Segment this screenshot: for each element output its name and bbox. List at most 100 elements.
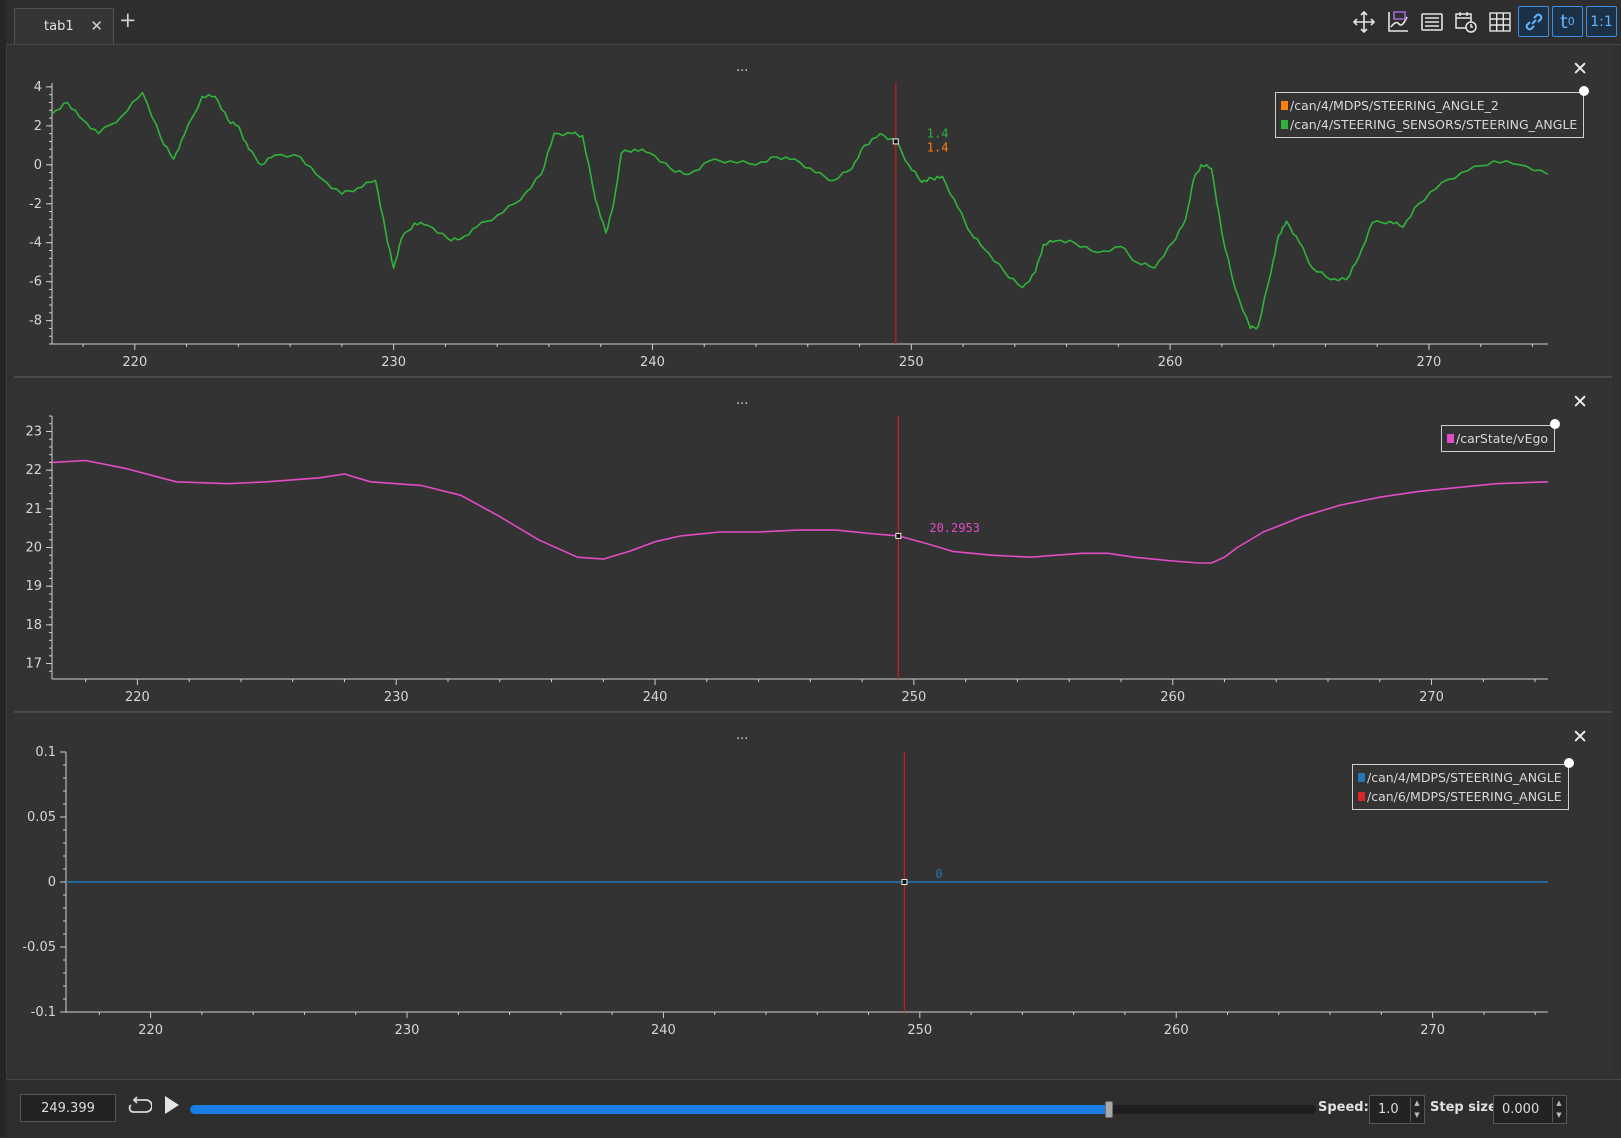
move-icon[interactable] (1348, 6, 1379, 37)
tab-tab1[interactable]: tab1 ✕ (14, 8, 114, 44)
x-tick-label: 240 (651, 1023, 676, 1038)
plot-menu-button[interactable]: ... (736, 393, 749, 408)
chart-steering-angle[interactable]: 4 2 0 -2 -4 -6 -8 220 230 240 250 260 270 1.41.4 (14, 46, 1612, 376)
y-tick-label: 21 (25, 502, 42, 517)
speed-label: Speed: (1318, 1100, 1369, 1115)
playback-slider-fill (190, 1105, 1110, 1114)
x-tick-label: 220 (122, 355, 147, 370)
play-icon[interactable] (164, 1095, 180, 1119)
y-tick-label: -0.05 (22, 940, 56, 955)
playback-slider-handle[interactable] (1105, 1101, 1114, 1118)
legend-item[interactable]: /can/4/STEERING_SENSORS/STEERING_ANGLE (1281, 115, 1577, 134)
x-tick-label: 220 (125, 690, 150, 705)
step-size-value: 0.000 (1502, 1102, 1540, 1117)
one-to-one-icon[interactable]: 1:1 (1586, 6, 1617, 37)
left-dock-strip (0, 0, 7, 1137)
x-tick-label: 250 (899, 355, 924, 370)
x-tick-label: 270 (1417, 355, 1442, 370)
legend-swatch (1447, 434, 1454, 443)
x-tick-label: 230 (381, 355, 406, 370)
add-tab-button[interactable]: + (119, 8, 137, 32)
x-tick-label: 230 (395, 1023, 420, 1038)
close-icon[interactable]: ✕ (90, 17, 103, 35)
speed-spin-arrows[interactable]: ▲ ▼ (1410, 1097, 1423, 1122)
close-icon[interactable]: ✕ (1572, 58, 1588, 80)
y-tick-label: 23 (25, 424, 42, 439)
close-icon[interactable]: ✕ (1572, 726, 1588, 748)
zoom-out-icon[interactable] (1382, 6, 1413, 37)
tracker-value: 1.4 (927, 140, 949, 154)
plot-menu-button[interactable]: ... (736, 60, 749, 75)
legend-item[interactable]: /can/4/MDPS/STEERING_ANGLE (1358, 768, 1562, 787)
legend-swatch (1281, 120, 1288, 129)
t-zero-text: t (1560, 10, 1568, 33)
y-tick-label: 2 (34, 119, 42, 134)
grid-icon[interactable] (1484, 6, 1515, 37)
y-tick-label: 18 (25, 618, 42, 633)
legend-label: /can/4/MDPS/STEERING_ANGLE (1367, 770, 1562, 785)
spin-up-icon[interactable]: ▲ (1414, 1099, 1420, 1107)
y-tick-label: -0.1 (31, 1005, 56, 1020)
x-tick-label: 270 (1420, 1023, 1445, 1038)
playback-slider[interactable] (190, 1101, 1316, 1118)
chart-mdps-steering-angle[interactable]: 0.1 0.05 0 -0.05 -0.1 220 230 240 250 260 270 0 (14, 714, 1612, 1076)
legend-drag-handle[interactable] (1550, 419, 1561, 429)
legend-item[interactable]: /carState/vEgo (1447, 429, 1548, 448)
chart-vego[interactable]: 23 22 21 20 19 18 17 220 230 240 250 260 270 20.2953 (14, 379, 1612, 711)
legend[interactable]: /carState/vEgo (1441, 419, 1561, 452)
y-tick-label: 0 (48, 875, 56, 890)
playback-bar: Speed: 1.0 ▲▼ Step size: 0.000 ▲▼ (6, 1079, 1621, 1138)
calendar-clock-icon[interactable] (1450, 6, 1481, 37)
tab-bar: tab1 ✕ + (6, 0, 1621, 45)
plot-mdps-steering-angle[interactable]: 0.1 0.05 0 -0.05 -0.1 220 230 240 250 260 270 0 ...… (14, 714, 1612, 1076)
legend-swatch (1358, 773, 1365, 782)
y-tick-label: 19 (25, 579, 42, 594)
y-tick-label: 0 (34, 158, 42, 173)
legend-drag-handle[interactable] (1579, 86, 1590, 96)
legend-item[interactable]: /can/4/MDPS/STEERING_ANGLE_2 (1281, 96, 1577, 115)
plot-steering-angle[interactable]: 4 2 0 -2 -4 -6 -8 220 230 240 250 260 270 1.4 1.4 ... … (14, 46, 1612, 376)
y-tick-label: -2 (29, 197, 42, 212)
x-tick-label: 260 (1158, 355, 1183, 370)
y-tick-label: -6 (29, 275, 42, 290)
list-icon[interactable] (1416, 6, 1447, 37)
legend-label: /can/4/STEERING_SENSORS/STEERING_ANGLE (1290, 117, 1578, 132)
tracker-value: 0 (935, 867, 942, 881)
x-tick-label: 270 (1419, 690, 1444, 705)
link-icon[interactable] (1518, 6, 1549, 37)
x-tick-label: 240 (640, 355, 665, 370)
step-size-label: Step size: (1430, 1100, 1503, 1115)
spin-down-icon[interactable]: ▼ (1414, 1111, 1420, 1119)
speed-value: 1.0 (1378, 1102, 1399, 1117)
legend-label: /carState/vEgo (1456, 431, 1549, 446)
series-line (51, 459, 1549, 564)
step-size-spinbox[interactable]: 0.000 ▲ ▼ (1493, 1095, 1567, 1124)
x-tick-label: 240 (643, 690, 668, 705)
spin-down-icon[interactable]: ▼ (1556, 1111, 1562, 1119)
close-icon[interactable]: ✕ (1572, 391, 1588, 413)
legend-swatch (1358, 792, 1365, 801)
legend-label: /can/6/MDPS/STEERING_ANGLE (1367, 789, 1562, 804)
legend[interactable]: /can/4/MDPS/STEERING_ANGLE_2 /can/4/STEE… (1275, 86, 1590, 138)
x-tick-label: 260 (1160, 690, 1185, 705)
speed-spinbox[interactable]: 1.0 ▲ ▼ (1369, 1095, 1425, 1124)
y-tick-label: 20 (25, 541, 42, 556)
plot-vego[interactable]: 23 22 21 20 19 18 17 220 230 240 250 260 270 20.2953 … (14, 379, 1612, 711)
spin-up-icon[interactable]: ▲ (1556, 1099, 1562, 1107)
y-tick-label: -4 (29, 236, 42, 251)
step-spin-arrows[interactable]: ▲ ▼ (1552, 1097, 1565, 1122)
y-tick-label: 22 (25, 463, 42, 478)
loop-icon[interactable] (128, 1096, 153, 1120)
legend[interactable]: /can/4/MDPS/STEERING_ANGLE /can/6/MDPS/S… (1352, 758, 1574, 810)
legend-item[interactable]: /can/6/MDPS/STEERING_ANGLE (1358, 787, 1562, 806)
legend-drag-handle[interactable] (1563, 758, 1574, 768)
legend-label: /can/4/MDPS/STEERING_ANGLE_2 (1290, 98, 1499, 113)
plot-separator[interactable] (14, 711, 1612, 713)
plot-separator[interactable] (14, 376, 1612, 378)
time-input[interactable] (20, 1094, 116, 1122)
series-line (51, 91, 1549, 330)
plot-menu-button[interactable]: ... (736, 728, 749, 743)
x-tick-label: 250 (901, 690, 926, 705)
